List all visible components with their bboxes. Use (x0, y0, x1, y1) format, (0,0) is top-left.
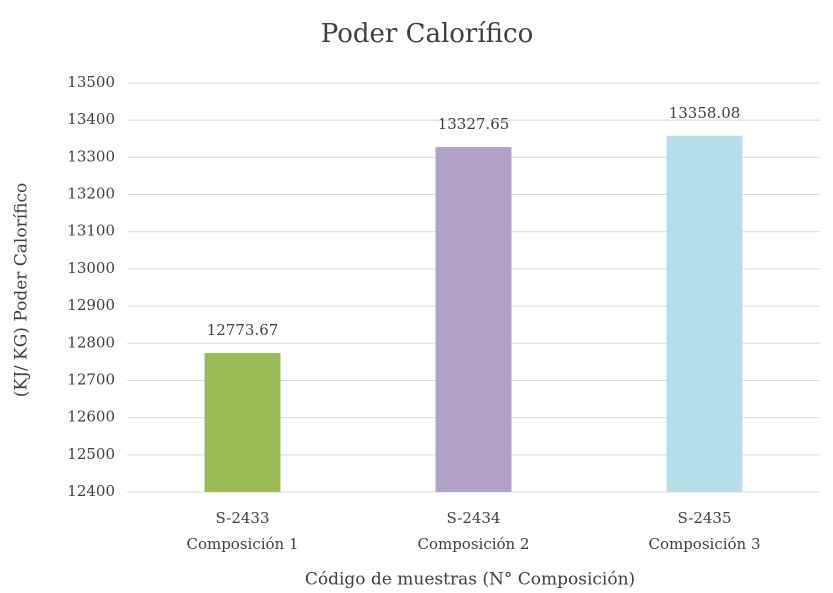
x-axis-title: Código de muestras (N° Composición) (305, 570, 635, 590)
y-tick-label: 13100 (67, 222, 115, 240)
data-label: 12773.67 (207, 321, 279, 339)
y-tick-label: 13300 (67, 147, 115, 165)
y-axis-title: (KJ/ KG) Poder Calorífico (12, 183, 32, 398)
y-tick-label: 13200 (67, 185, 115, 203)
y-tick-label: 12900 (67, 296, 115, 314)
x-tick-label: S-2435 (677, 509, 731, 527)
x-tick-label: S-2434 (446, 509, 500, 527)
x-tick-label: Composición 2 (417, 535, 529, 553)
x-tick-label: Composición 3 (648, 535, 760, 553)
data-label: 13358.08 (669, 104, 741, 122)
bar (435, 147, 512, 492)
y-tick-label: 12600 (67, 408, 115, 426)
y-tick-label: 13000 (67, 259, 115, 277)
y-tick-label: 12500 (67, 445, 115, 463)
bar (666, 135, 743, 492)
y-tick-label: 12700 (67, 370, 115, 388)
x-tick-label: Composición 1 (186, 535, 298, 553)
chart-title: Poder Calorífico (321, 19, 533, 49)
y-tick-label: 13500 (67, 73, 115, 91)
y-tick-label: 13400 (67, 110, 115, 128)
data-label: 13327.65 (438, 115, 510, 133)
y-tick-label: 12800 (67, 333, 115, 351)
x-tick-label: S-2433 (215, 509, 269, 527)
y-tick-label: 12400 (67, 482, 115, 500)
bar (204, 353, 281, 492)
